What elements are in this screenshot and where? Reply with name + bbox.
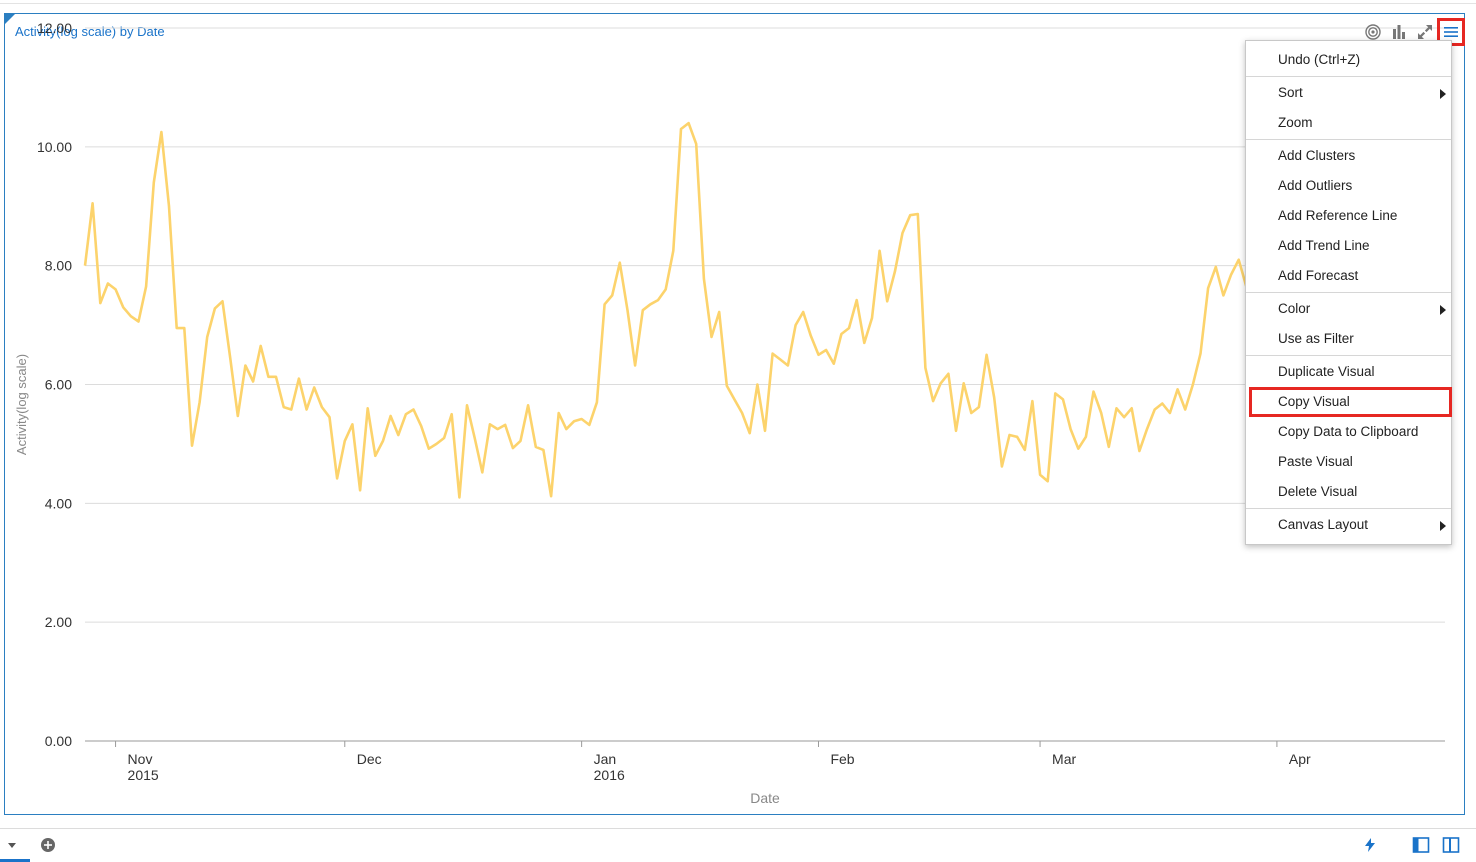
submenu-arrow-icon <box>1440 89 1446 99</box>
menu-item-label: Copy Visual <box>1278 394 1350 409</box>
submenu-arrow-icon <box>1440 521 1446 531</box>
x-tick-year-label: 2016 <box>594 767 625 783</box>
visual-menu-button[interactable] <box>1437 18 1465 46</box>
menu-item-label: Delete Visual <box>1278 484 1358 499</box>
y-tick-label: 8.00 <box>45 258 72 274</box>
visualization-frame[interactable]: Activity(log scale) by Date 0.00 2.00 4.00… <box>4 13 1465 815</box>
lightning-icon <box>1365 838 1375 852</box>
y-tick-label: 0.00 <box>45 733 72 749</box>
y-tick-label: 12.00 <box>37 20 72 36</box>
x-tick-label: Mar <box>1052 751 1076 767</box>
menu-group: Undo (Ctrl+Z) <box>1246 44 1451 77</box>
menu-item-label: Add Trend Line <box>1278 238 1370 253</box>
target-button[interactable] <box>1360 19 1386 45</box>
menu-item-color[interactable]: Color <box>1246 294 1451 324</box>
dropdown-arrow-icon <box>8 843 16 848</box>
x-tick-label: Nov <box>128 751 153 767</box>
menu-item-label: Color <box>1278 301 1311 316</box>
menu-item-label: Canvas Layout <box>1278 517 1369 532</box>
menu-item-label: Add Forecast <box>1278 268 1359 283</box>
menu-item-label: Use as Filter <box>1278 331 1354 346</box>
hamburger-menu-icon <box>1444 27 1458 37</box>
activity-series-line <box>83 121 1263 499</box>
menu-group: Sort Zoom <box>1246 77 1451 140</box>
x-tick-year-label: 2015 <box>128 767 159 783</box>
add-canvas-icon <box>41 838 55 852</box>
x-tick-label: Apr <box>1289 751 1311 767</box>
menu-group: Canvas Layout <box>1246 509 1451 541</box>
menu-item-use-as-filter[interactable]: Use as Filter <box>1246 324 1451 354</box>
top-border <box>0 0 1476 4</box>
menu-item-delete-visual[interactable]: Delete Visual <box>1246 477 1451 507</box>
add-canvas-button[interactable] <box>38 835 58 855</box>
auto-insights-button[interactable] <box>1360 835 1380 855</box>
selection-corner-marker <box>4 13 16 25</box>
y-axis-title: Activity(log scale) <box>14 354 29 455</box>
canvas-list-button[interactable] <box>2 835 22 855</box>
menu-item-zoom[interactable]: Zoom <box>1246 108 1451 138</box>
menu-item-copy-visual[interactable]: Copy Visual <box>1249 387 1452 417</box>
menu-item-copy-data-to-clipboard[interactable]: Copy Data to Clipboard <box>1246 417 1451 447</box>
maximize-button[interactable] <box>1412 19 1438 45</box>
menu-item-label: Add Outliers <box>1278 178 1353 193</box>
bar-chart-icon <box>1393 25 1405 39</box>
left-panel-toggle[interactable] <box>1411 835 1431 855</box>
menu-item-duplicate-visual[interactable]: Duplicate Visual <box>1246 357 1451 387</box>
left-panel-icon <box>1412 837 1430 853</box>
y-tick-label: 4.00 <box>45 495 72 511</box>
menu-item-paste-visual[interactable]: Paste Visual <box>1246 447 1451 477</box>
menu-group: Duplicate Visual Copy Visual Copy Data to … <box>1246 356 1452 509</box>
x-axis-title: Date <box>750 790 780 806</box>
menu-group: Color Use as Filter <box>1246 293 1451 356</box>
target-icon <box>1365 24 1381 40</box>
maximize-icon <box>1418 25 1432 39</box>
menu-item-sort[interactable]: Sort <box>1246 78 1451 108</box>
menu-group: Add Clusters Add Outliers Add Reference Li… <box>1246 140 1451 293</box>
menu-item-label: Duplicate Visual <box>1278 364 1375 379</box>
menu-item-label: Copy Data to Clipboard <box>1278 424 1419 439</box>
y-tick-label: 2.00 <box>45 614 72 630</box>
menu-item-label: Add Reference Line <box>1278 208 1398 223</box>
canvas-bottom-bar <box>0 828 1476 862</box>
right-panel-icon <box>1442 837 1460 853</box>
menu-item-add-trend-line[interactable]: Add Trend Line <box>1246 231 1451 261</box>
visual-toolbar <box>1360 18 1465 46</box>
chart-type-button[interactable] <box>1386 19 1412 45</box>
y-tick-label: 10.00 <box>37 139 72 155</box>
menu-item-label: Paste Visual <box>1278 454 1353 469</box>
menu-item-add-outliers[interactable]: Add Outliers <box>1246 171 1451 201</box>
right-panel-toggle[interactable] <box>1441 835 1461 855</box>
menu-item-add-reference-line[interactable]: Add Reference Line <box>1246 201 1451 231</box>
menu-item-label: Undo (Ctrl+Z) <box>1278 52 1361 67</box>
y-tick-label: 6.00 <box>45 377 72 393</box>
menu-item-label: Zoom <box>1278 115 1313 130</box>
menu-item-undo-ctrl-z[interactable]: Undo (Ctrl+Z) <box>1246 45 1451 75</box>
x-tick-label: Feb <box>830 751 854 767</box>
x-tick-label: Jan <box>594 751 617 767</box>
visual-context-menu: Undo (Ctrl+Z) Sort Zoom Add Clusters Add Out… <box>1245 40 1452 545</box>
menu-item-canvas-layout[interactable]: Canvas Layout <box>1246 510 1451 540</box>
submenu-arrow-icon <box>1440 305 1446 315</box>
menu-item-add-clusters[interactable]: Add Clusters <box>1246 141 1451 171</box>
menu-item-label: Sort <box>1278 85 1303 100</box>
menu-item-add-forecast[interactable]: Add Forecast <box>1246 261 1451 291</box>
menu-item-label: Add Clusters <box>1278 148 1356 163</box>
x-tick-label: Dec <box>357 751 382 767</box>
